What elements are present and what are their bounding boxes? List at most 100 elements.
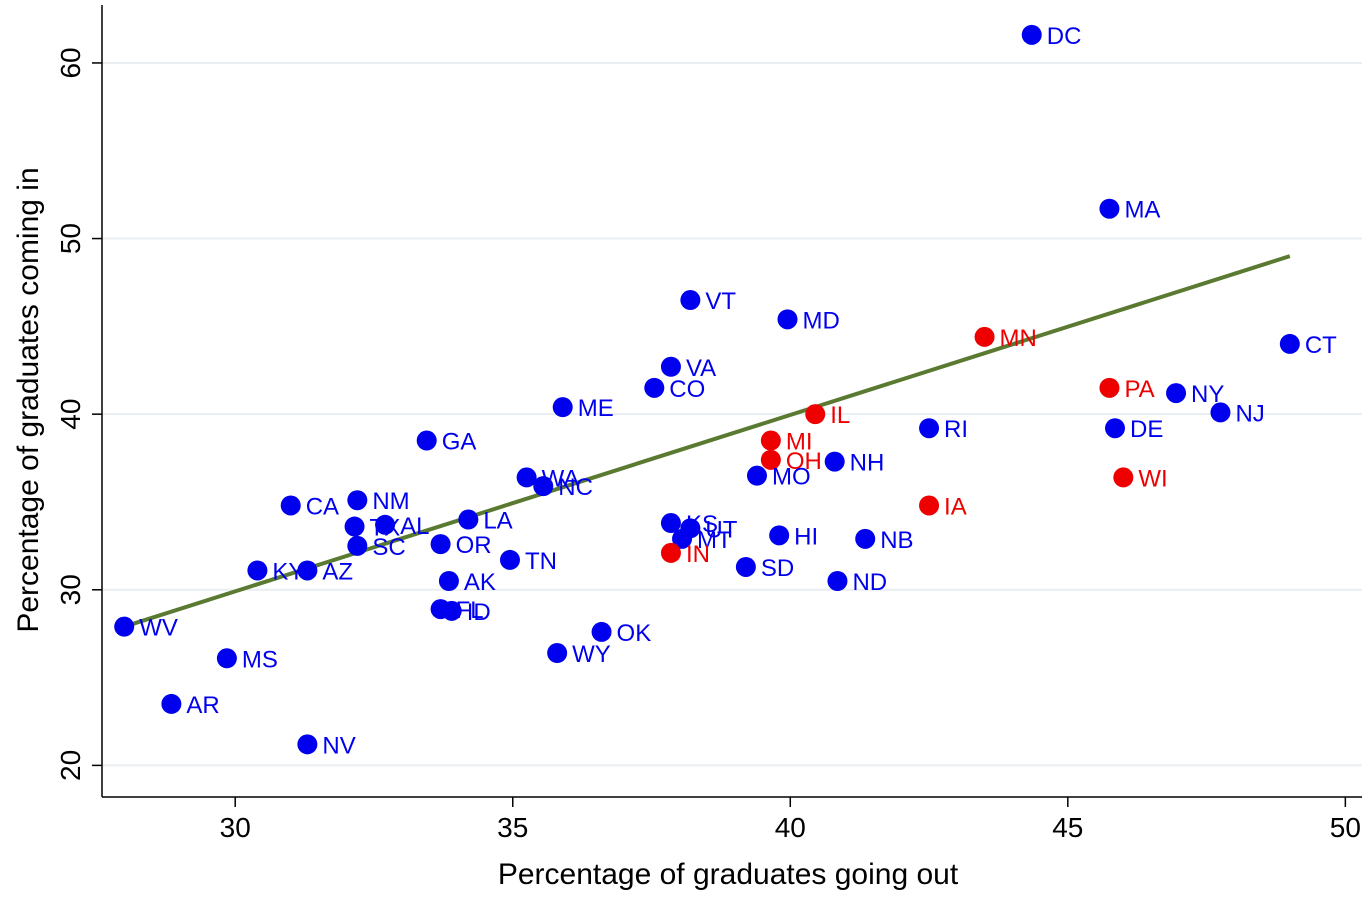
- data-point: [114, 616, 135, 637]
- data-point-label: IL: [830, 402, 850, 429]
- data-point-label: AZ: [322, 558, 353, 585]
- data-point-label: NH: [850, 450, 885, 477]
- data-point-label: NJ: [1235, 400, 1264, 427]
- data-point: [1113, 467, 1134, 488]
- fit-line: [123, 254, 1291, 629]
- data-point: [344, 516, 365, 537]
- data-point-label: NM: [372, 488, 409, 515]
- data-point-label: IA: [944, 493, 967, 520]
- data-point-label: DC: [1047, 23, 1082, 50]
- data-point-label: WY: [572, 641, 611, 668]
- data-point-label: WI: [1138, 465, 1167, 492]
- data-point-label: DE: [1130, 416, 1163, 443]
- data-point-label: SD: [761, 555, 794, 582]
- data-point: [297, 560, 318, 581]
- data-point: [760, 449, 781, 470]
- grid-lines: [102, 61, 1362, 767]
- data-point-label: RI: [944, 416, 968, 443]
- data-point: [827, 571, 848, 591]
- data-point-label: CA: [306, 493, 339, 520]
- data-point-label: GA: [442, 429, 477, 456]
- data-point: [280, 495, 301, 516]
- y-tick-label: 20: [55, 750, 86, 781]
- data-point-label: MN: [1000, 325, 1037, 352]
- data-point: [1104, 418, 1125, 439]
- fit-line-group: [123, 254, 1291, 629]
- data-point: [347, 490, 368, 511]
- data-point: [516, 467, 537, 488]
- data-point-label: MD: [803, 307, 840, 334]
- data-point: [416, 430, 437, 451]
- data-point: [660, 513, 681, 534]
- data-point: [297, 734, 318, 755]
- data-point: [660, 542, 681, 563]
- data-point: [769, 525, 790, 546]
- data-point: [499, 549, 520, 570]
- data-point: [660, 356, 681, 377]
- data-point: [805, 404, 826, 425]
- data-point: [919, 418, 940, 439]
- data-point-label: AR: [186, 692, 219, 719]
- data-point-label: SC: [372, 534, 405, 561]
- data-point-label: OK: [617, 620, 652, 647]
- axes: [101, 5, 1362, 798]
- data-point-label: ID: [467, 599, 491, 626]
- ticks: 20 30 40 50 60 30 35 40 45 50: [55, 47, 1361, 843]
- data-point: [760, 430, 781, 451]
- x-tick-label: 35: [497, 812, 528, 843]
- data-point: [824, 451, 845, 472]
- x-tick-label: 45: [1052, 812, 1083, 843]
- data-point-label: AL: [400, 513, 429, 540]
- x-tick-label: 40: [775, 812, 806, 843]
- x-tick-label: 50: [1330, 812, 1361, 843]
- data-point: [1279, 333, 1300, 354]
- data-point-label: NC: [558, 474, 593, 501]
- data-point-label: MS: [242, 646, 278, 673]
- data-point-label: CT: [1305, 332, 1337, 359]
- data-point: [777, 309, 798, 330]
- data-point-label: TX: [370, 515, 401, 542]
- data-point: [438, 571, 459, 591]
- data-point: [1021, 24, 1042, 45]
- data-point: [441, 600, 462, 621]
- data-point: [591, 621, 612, 642]
- data-point-label: IN: [686, 541, 710, 568]
- data-point: [919, 495, 940, 516]
- data-point: [680, 290, 701, 311]
- y-tick-label: 40: [55, 399, 86, 430]
- data-point-label: LA: [483, 508, 512, 535]
- data-point: [1099, 198, 1120, 219]
- data-point: [216, 648, 237, 669]
- x-axis-title: Percentage of graduates going out: [498, 858, 959, 891]
- data-point-label: UT: [705, 516, 737, 543]
- data-point-label: OR: [456, 532, 492, 559]
- data-point-label: VA: [686, 355, 716, 382]
- data-point: [458, 509, 479, 530]
- data-point-label: MO: [772, 464, 811, 491]
- data-point: [375, 514, 396, 535]
- y-tick-label: 30: [55, 574, 86, 605]
- data-point-label: MI: [786, 429, 813, 456]
- data-point: [430, 534, 451, 555]
- data-point: [547, 643, 568, 663]
- data-point: [735, 556, 756, 577]
- data-point: [1166, 383, 1187, 404]
- data-point-label: NB: [880, 527, 913, 554]
- x-tick-label: 30: [220, 812, 251, 843]
- data-point-label: OH: [786, 448, 822, 475]
- data-point-label: ND: [852, 569, 887, 596]
- data-point-label: VT: [705, 288, 736, 315]
- data-point: [746, 465, 767, 486]
- data-point: [855, 528, 876, 549]
- data-point-label: TN: [525, 548, 557, 575]
- data-point-label: MA: [1124, 197, 1160, 224]
- data-point-label: CO: [669, 376, 705, 403]
- data-point: [974, 326, 995, 347]
- y-tick-label: 50: [55, 223, 86, 254]
- data-point: [552, 397, 573, 418]
- data-point-label: PA: [1124, 376, 1154, 403]
- y-tick-label: 60: [55, 47, 86, 78]
